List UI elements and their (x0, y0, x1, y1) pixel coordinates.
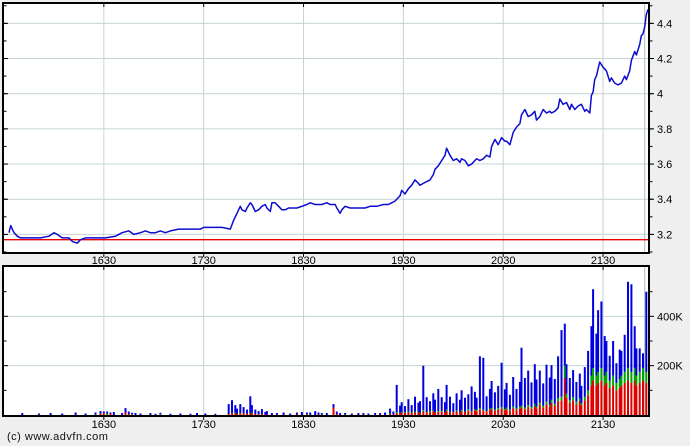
price-tick-label: 3.2 (657, 229, 672, 241)
time-tick-label: 1630 (92, 419, 116, 431)
time-tick-label: 1830 (291, 255, 315, 267)
volume-grid (4, 267, 648, 415)
price-tick-label: 3.6 (657, 159, 672, 171)
volume-tick-label: 400K (657, 311, 683, 323)
time-tick-label: 1830 (291, 419, 315, 431)
time-tick-label: 2130 (591, 419, 615, 431)
price-tick-label: 4 (657, 89, 663, 101)
volume-axis-labels: 400K 200K (657, 311, 683, 372)
time-tick-label: 2030 (491, 419, 515, 431)
price-grid (4, 4, 648, 252)
volume-axis-ticks (4, 267, 654, 420)
price-chart-plot (2, 2, 650, 254)
time-tick-label: 1930 (391, 419, 415, 431)
volume-chart-plot (2, 265, 650, 417)
volume-bars (21, 281, 648, 415)
volume-tick-label: 200K (657, 361, 683, 373)
price-tick-label: 4.4 (657, 18, 672, 30)
price-axis-ticks (4, 4, 654, 257)
price-tick-label: 3.8 (657, 124, 672, 136)
time-tick-label: 1930 (391, 255, 415, 267)
price-tick-label: 3.4 (657, 194, 672, 206)
time-tick-label: 1730 (191, 419, 215, 431)
price-tick-label: 4.2 (657, 54, 672, 66)
price-axis-labels: 4.4 4.2 4 3.8 3.6 3.4 3.2 (657, 18, 672, 241)
time-tick-label: 1630 (92, 255, 116, 267)
time-axis-labels-bottom: 1630 1730 1830 1930 2030 2130 (92, 419, 616, 431)
price-line (8, 9, 649, 244)
copyright-text: (c) www.advfn.com (7, 431, 109, 443)
time-tick-label: 1730 (191, 255, 215, 267)
time-tick-label: 2130 (591, 255, 615, 267)
time-tick-label: 2030 (491, 255, 515, 267)
time-axis-labels-top: 1630 1730 1830 1930 2030 2130 (92, 255, 616, 267)
